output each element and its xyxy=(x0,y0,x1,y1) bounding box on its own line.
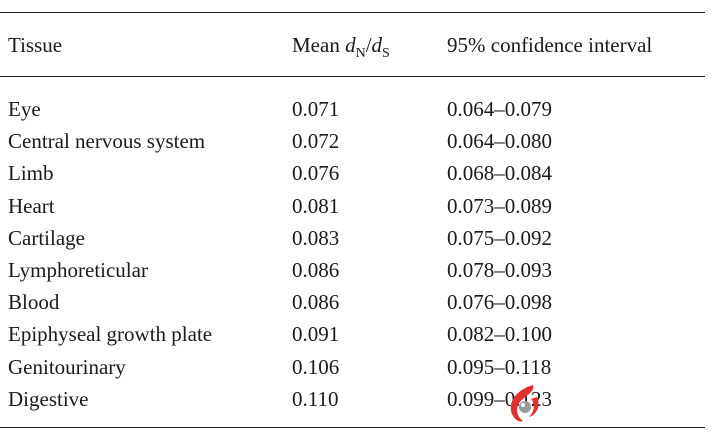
cell-mean: 0.081 xyxy=(292,193,340,218)
cell-tissue: Limb xyxy=(8,161,54,186)
cell-mean: 0.110 xyxy=(292,386,339,411)
cell-ci: 0.068–0.084 xyxy=(447,161,552,186)
slash: / xyxy=(365,33,372,57)
cell-ci: 0.078–0.093 xyxy=(447,258,552,282)
cell-mean: 0.076 xyxy=(292,161,340,186)
cell-ci: 0.076–0.098 xyxy=(447,290,552,315)
cell-mean: 0.086 xyxy=(292,258,340,282)
cell-ci: 0.095–0.118 xyxy=(447,354,552,379)
header-ci: 95% confidence interval xyxy=(447,33,653,57)
dn-symbol: d xyxy=(345,33,356,57)
cell-mean: 0.072 xyxy=(292,129,340,154)
cell-tissue: Epiphyseal growth plate xyxy=(8,322,213,347)
dn-subscript: N xyxy=(355,46,366,61)
ds-symbol: d xyxy=(371,33,383,57)
header-mean-label: Mean xyxy=(292,33,346,57)
cell-tissue: Blood xyxy=(8,290,60,315)
cell-mean: 0.083 xyxy=(292,225,340,250)
cell-mean: 0.071 xyxy=(292,97,340,121)
top-rule xyxy=(0,12,705,13)
bottom-rule xyxy=(0,427,705,428)
header-rule xyxy=(0,76,705,77)
cell-ci: 0.064–0.079 xyxy=(447,97,552,121)
cell-tissue: Central nervous system xyxy=(8,129,206,154)
cell-ci: 0.082–0.100 xyxy=(447,322,552,347)
cell-ci: 0.075–0.092 xyxy=(447,225,552,250)
cell-tissue: Genitourinary xyxy=(8,354,126,379)
eye-logo-icon xyxy=(510,385,539,422)
cell-tissue: Digestive xyxy=(8,386,89,411)
cell-tissue: Eye xyxy=(8,97,41,121)
cell-ci: 0.064–0.080 xyxy=(447,129,552,154)
cell-mean: 0.091 xyxy=(292,322,340,347)
cell-mean: 0.086 xyxy=(292,290,340,315)
cell-ci: 0.073–0.089 xyxy=(447,193,552,218)
header-mean: Mean dN/dS xyxy=(292,33,390,66)
cell-tissue: Cartilage xyxy=(8,225,85,250)
header-tissue: Tissue xyxy=(8,33,63,57)
cell-mean: 0.106 xyxy=(292,354,340,379)
cell-tissue: Heart xyxy=(8,193,55,218)
cell-tissue: Lymphoreticular xyxy=(8,258,148,282)
ds-subscript: S xyxy=(382,46,390,61)
